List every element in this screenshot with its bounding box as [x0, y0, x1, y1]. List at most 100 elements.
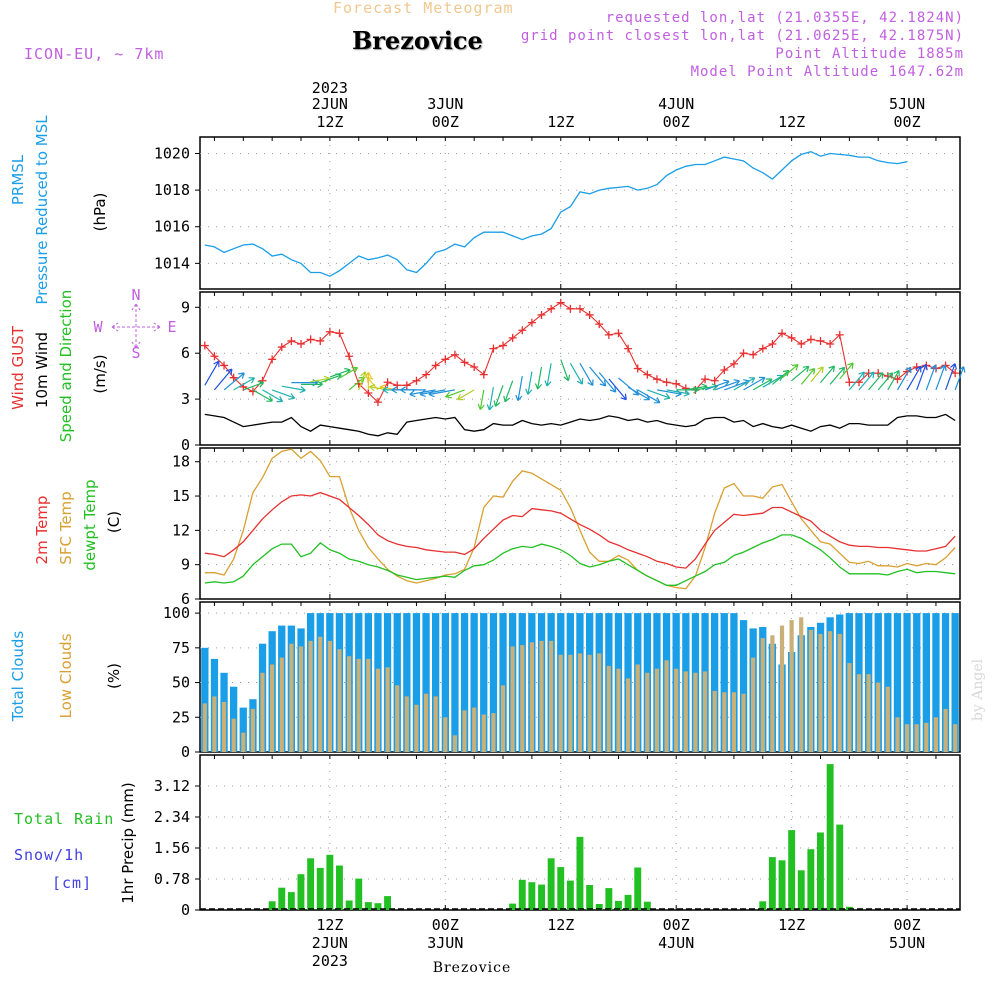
low-clouds-bar	[366, 658, 371, 752]
gust-point	[220, 361, 229, 370]
rain-bar	[807, 849, 815, 910]
low-clouds-bar	[847, 663, 852, 752]
low-clouds-bar	[616, 668, 621, 752]
wind-direction-arrow	[223, 372, 245, 391]
low-clouds-bar	[414, 704, 419, 752]
wind-direction-arrow	[945, 363, 957, 391]
gust-point	[893, 375, 902, 384]
rain-bar	[634, 867, 642, 910]
low-clouds-bar	[818, 633, 823, 752]
gust-point	[383, 378, 392, 387]
low-clouds-bar	[558, 654, 563, 752]
top-date-label: 3JUN	[427, 95, 463, 113]
gust-point	[778, 329, 787, 338]
low-clouds-bar	[722, 692, 727, 752]
wind-direction-arrow	[637, 389, 661, 404]
bottom-date-label: 2JUN	[312, 934, 348, 952]
gust-point	[537, 310, 546, 319]
top-hour-label: 12Z	[547, 113, 574, 131]
low-clouds-bar	[693, 672, 698, 752]
top-date-label: 2JUN	[312, 95, 348, 113]
gust-point	[229, 373, 238, 382]
wind-direction-arrow	[781, 364, 799, 379]
wind-direction-arrow	[493, 385, 504, 407]
model-point-altitude: Model Point Altitude 1647.62m	[690, 64, 964, 80]
rain-bar	[643, 901, 651, 910]
gust-point	[325, 327, 334, 336]
rain-bar	[355, 878, 363, 910]
low-clouds-bar	[856, 674, 862, 752]
low-clouds-bar	[308, 640, 313, 752]
wind-ytick-label: 3	[181, 390, 190, 408]
low-clouds-bar	[385, 667, 390, 752]
footer-station-label: Brezovice	[433, 960, 512, 976]
total-clouds-bar	[239, 707, 247, 752]
gust-point	[729, 359, 738, 368]
gust-point	[652, 375, 661, 384]
low-clouds-bar	[702, 671, 708, 752]
rain-bar	[759, 901, 767, 910]
gust-point	[297, 340, 306, 349]
wind-direction-arrow	[419, 389, 446, 398]
gust-point	[566, 304, 575, 313]
wind-direction-arrow	[906, 365, 922, 391]
low-clouds-bar	[674, 668, 679, 752]
low-clouds-bar	[500, 685, 506, 752]
wind-direction-arrow	[714, 379, 740, 391]
total-clouds-bar	[480, 613, 488, 752]
total-clouds-bar	[393, 613, 401, 752]
gust-point	[479, 370, 488, 379]
low-clouds-bar	[905, 724, 910, 752]
wind-direction-arrow	[868, 372, 884, 391]
low-clouds-bar	[549, 640, 554, 752]
pressure-frame	[199, 136, 961, 290]
low-clouds-bar	[462, 710, 467, 752]
rain-bar	[384, 896, 391, 910]
point-altitude: Point Altitude 1885m	[775, 46, 964, 62]
rain-bar	[586, 885, 594, 910]
compass-icon	[111, 303, 161, 349]
grid-point-location: grid point closest lon,lat (21.0625E, 42…	[520, 28, 964, 44]
gust-point	[585, 310, 594, 319]
total-clouds-bar	[730, 613, 738, 752]
low-clouds-bar	[520, 645, 525, 752]
gust-point	[373, 398, 382, 407]
rain-bar	[817, 832, 824, 910]
total-clouds-bar	[874, 613, 882, 752]
wind-direction-arrow	[213, 368, 233, 391]
bottom-hour-label: 00Z	[894, 916, 921, 934]
low-clouds-bar	[539, 640, 544, 752]
gust-point	[806, 335, 815, 344]
low-clouds-bar	[424, 693, 429, 752]
low-clouds-bar	[298, 646, 304, 752]
low-clouds-bar	[933, 717, 938, 752]
low-clouds-bar	[808, 629, 813, 752]
rain-bar	[605, 888, 613, 910]
gust-point	[835, 330, 844, 339]
total-clouds-bar	[470, 613, 478, 752]
compass-s-label: S	[131, 344, 140, 362]
low-clouds-bar	[799, 617, 804, 752]
wind-direction-arrow	[339, 366, 359, 379]
low-clouds-bar	[866, 674, 871, 752]
low-clouds-bar	[375, 668, 381, 752]
rain-bar	[778, 860, 786, 910]
wind-direction-arrow	[743, 376, 766, 391]
top-hour-label: 00Z	[894, 113, 921, 131]
wind-direction-arrow	[456, 389, 475, 401]
top-date-label: 4JUN	[658, 95, 694, 113]
bottom-date-label: 3JUN	[427, 934, 463, 952]
gust-point	[450, 350, 459, 359]
gust-point	[739, 349, 748, 358]
low-clouds-bar	[270, 664, 275, 752]
wind-direction-arrow	[281, 385, 306, 394]
low-clouds-bar	[356, 658, 361, 752]
wind-direction-arrow	[839, 362, 854, 380]
total-clouds-bar	[201, 647, 209, 752]
wind-ytick-label: 6	[181, 344, 190, 362]
gust-point	[460, 358, 469, 367]
low-clouds-bar	[953, 724, 958, 752]
top-date-label: 5JUN	[889, 95, 925, 113]
